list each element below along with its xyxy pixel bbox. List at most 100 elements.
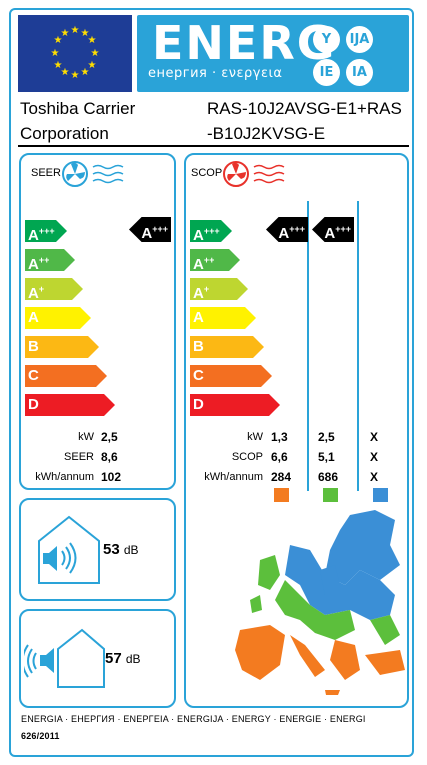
divider bbox=[18, 145, 409, 147]
outdoor-noise-unit: dB bbox=[125, 652, 141, 666]
heating-class-letter: D bbox=[193, 396, 204, 413]
model-identifier: RAS-10J2AVSG-E1+RAS -B10J2KVSG-E bbox=[207, 96, 407, 146]
cooling-class-letter: B bbox=[28, 338, 39, 355]
zone-swatch-warmer bbox=[274, 488, 289, 502]
svg-text:★: ★ bbox=[88, 60, 97, 71]
cooling-value-seer: 8,6 bbox=[101, 450, 118, 464]
cooling-class-plus: +++ bbox=[38, 226, 55, 236]
heating-class-arrow: A+ bbox=[190, 278, 248, 300]
svg-text:★: ★ bbox=[51, 48, 60, 59]
heating-rating-2-letter: A bbox=[324, 225, 336, 242]
heating-class-arrow: A++ bbox=[190, 249, 240, 271]
svg-text:★: ★ bbox=[61, 28, 70, 39]
supplier-line-2: Corporation bbox=[20, 124, 109, 143]
cooling-class-letter: A bbox=[28, 227, 39, 244]
column-divider bbox=[357, 201, 359, 491]
cooling-class-letter: A bbox=[28, 309, 39, 326]
svg-text:★: ★ bbox=[54, 60, 63, 71]
model-line-2: -B10J2KVSG-E bbox=[207, 124, 326, 143]
indoor-unit-speaker-icon bbox=[38, 515, 100, 584]
cooling-panel bbox=[19, 153, 176, 490]
indoor-noise-value: 53 dB bbox=[103, 541, 139, 558]
heating-class-letter: B bbox=[193, 338, 204, 355]
heating-label-annual: kWh/annum bbox=[204, 471, 263, 483]
eu-flag-icon: ★ ★ ★ ★ ★ ★ ★ ★ ★ ★ ★ ★ bbox=[18, 15, 132, 92]
outdoor-noise-value: 57 dB bbox=[105, 650, 141, 667]
indoor-noise-panel bbox=[19, 498, 176, 601]
heating-class-letter: A bbox=[193, 256, 204, 273]
heating-class-letter: A bbox=[193, 309, 204, 326]
cooling-rating-plus: +++ bbox=[152, 224, 168, 234]
column-divider bbox=[307, 201, 309, 491]
cooling-class-arrow: B bbox=[25, 336, 99, 358]
lang-suffix-ie: IE bbox=[313, 59, 340, 86]
heating-label-scop: SCOP bbox=[231, 451, 263, 463]
zone-swatch-average bbox=[323, 488, 338, 502]
outdoor-noise-number: 57 bbox=[105, 650, 122, 667]
heating-class-arrow: C bbox=[190, 365, 272, 387]
heating-class-arrow: A bbox=[190, 307, 256, 329]
heating-col3-annual: X bbox=[370, 470, 379, 484]
cooling-class-arrow: A bbox=[25, 307, 91, 329]
heating-col3-scop: X bbox=[370, 450, 379, 464]
heating-class-letter: C bbox=[193, 367, 204, 384]
europe-climate-map bbox=[235, 510, 405, 695]
heating-title: SCOP bbox=[191, 167, 223, 179]
heating-rating-1-plus: +++ bbox=[289, 224, 305, 234]
svg-text:★: ★ bbox=[88, 35, 97, 46]
cooling-class-arrow: A++ bbox=[25, 249, 75, 271]
svg-text:★: ★ bbox=[81, 67, 90, 78]
cooling-class-plus: ++ bbox=[38, 255, 50, 265]
heating-col3-kw: X bbox=[370, 430, 379, 444]
heating-class-letter: A bbox=[193, 285, 204, 302]
heating-col1-annual: 284 bbox=[271, 470, 292, 484]
lang-suffix-ija: IJA bbox=[346, 26, 373, 53]
supplier-line-1: Toshiba Carrier bbox=[20, 99, 136, 118]
cooling-class-arrow: A+ bbox=[25, 278, 83, 300]
cooling-class-letter: A bbox=[28, 285, 39, 302]
outdoor-unit-speaker-icon bbox=[24, 628, 105, 688]
heating-class-plus: +++ bbox=[203, 226, 220, 236]
cooling-class-arrow: C bbox=[25, 365, 107, 387]
fan-cooling-icon bbox=[62, 161, 124, 187]
heating-class-arrow: A+++ bbox=[190, 220, 232, 242]
indoor-noise-number: 53 bbox=[103, 541, 120, 558]
cooling-class-arrow: A+++ bbox=[25, 220, 67, 242]
cooling-class-letter: D bbox=[28, 396, 39, 413]
footer-languages: ENERGIA · ЕНЕРГИЯ · ΕΝΕΡΓΕΙΑ · ENERGIJA … bbox=[21, 714, 366, 724]
energy-word: ENERG bbox=[152, 16, 337, 70]
cooling-value-annual: 102 bbox=[101, 470, 122, 484]
cooling-label-annual: kWh/annum bbox=[35, 471, 94, 483]
cooling-label-seer: SEER bbox=[64, 451, 94, 463]
heating-class-plus: + bbox=[203, 284, 210, 294]
cooling-class-letter: A bbox=[28, 256, 39, 273]
heating-class-plus: ++ bbox=[203, 255, 215, 265]
zone-swatch-colder bbox=[373, 488, 388, 502]
cooling-value-kw: 2,5 bbox=[101, 430, 118, 444]
fan-heating-icon bbox=[223, 161, 285, 187]
heating-rating-1-letter: A bbox=[278, 225, 290, 242]
cooling-class-letter: C bbox=[28, 367, 39, 384]
cooling-title: SEER bbox=[31, 167, 61, 179]
cooling-label-kw: kW bbox=[78, 431, 94, 443]
heating-label-kw: kW bbox=[247, 431, 263, 443]
heating-col2-kw: 2,5 bbox=[318, 430, 335, 444]
heating-class-arrow: B bbox=[190, 336, 264, 358]
regulation-number: 626/2011 bbox=[21, 731, 60, 741]
heating-class-letter: A bbox=[193, 227, 204, 244]
heating-col1-scop: 6,6 bbox=[271, 450, 288, 464]
svg-text:★: ★ bbox=[81, 28, 90, 39]
heating-col2-scop: 5,1 bbox=[318, 450, 335, 464]
svg-text:★: ★ bbox=[71, 25, 80, 36]
indoor-noise-unit: dB bbox=[123, 543, 139, 557]
outdoor-noise-panel bbox=[19, 609, 176, 708]
cooling-rating-letter: A bbox=[141, 225, 153, 242]
lang-suffix-ia: IA bbox=[346, 59, 373, 86]
heating-col1-kw: 1,3 bbox=[271, 430, 288, 444]
cooling-class-plus: + bbox=[38, 284, 45, 294]
svg-text:★: ★ bbox=[71, 70, 80, 81]
svg-text:★: ★ bbox=[61, 67, 70, 78]
cooling-class-arrow: D bbox=[25, 394, 115, 416]
heating-panel bbox=[184, 153, 409, 708]
label-frame bbox=[9, 8, 414, 757]
